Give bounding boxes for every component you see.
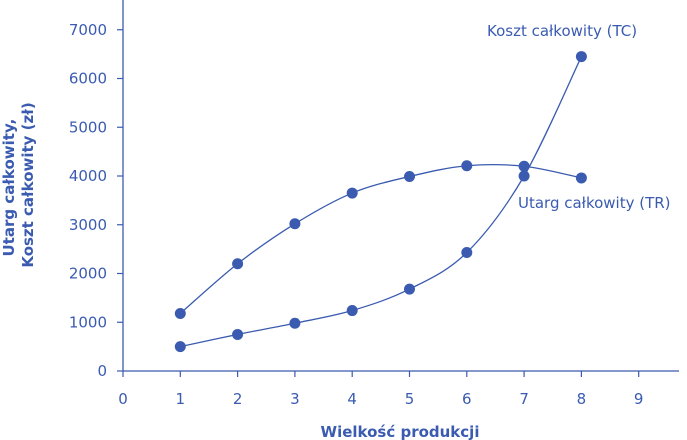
series-layer	[174, 51, 587, 353]
total-cost-point	[461, 247, 473, 259]
y-axis-title: Utarg całkowity, Koszt całkowity (zł)	[0, 102, 37, 267]
x-tick-label: 2	[233, 390, 243, 408]
total-cost-point	[289, 317, 301, 329]
total-revenue-point	[232, 258, 244, 270]
y-axis-title-line-2: Koszt całkowity (zł)	[19, 102, 37, 267]
total-revenue-point	[461, 160, 473, 172]
x-tick-label: 5	[405, 390, 415, 408]
y-tick-label: 7000	[69, 21, 107, 39]
total-revenue-point	[289, 218, 301, 230]
y-tick-label: 1000	[69, 313, 107, 331]
series-label-tc: Koszt całkowity (TC)	[487, 22, 637, 40]
total-cost-point	[232, 328, 244, 340]
x-axis-title: Wielkość produkcji	[321, 423, 480, 440]
total-cost-point	[518, 170, 530, 182]
total-cost-point	[575, 51, 587, 63]
x-tick-label: 3	[290, 390, 300, 408]
x-tick-label: 8	[577, 390, 587, 408]
x-tick-label: 7	[519, 390, 529, 408]
x-tick-label: 6	[462, 390, 472, 408]
total-revenue-line	[179, 163, 582, 314]
total-cost-point	[404, 283, 415, 295]
y-tick-label: 4000	[69, 167, 107, 185]
x-tick-label: 0	[118, 390, 128, 408]
y-ticks: 0 1000 2000 3000 4000 5000 6000 7000	[69, 21, 123, 380]
x-tick-label: 1	[176, 390, 186, 408]
x-tick-label: 9	[634, 390, 644, 408]
series-label-tr: Utarg całkowity (TR)	[518, 194, 671, 212]
total-revenue-point	[346, 187, 358, 199]
total-cost-point	[174, 341, 186, 353]
x-ticks: 0 1 2 3 4 5 6 7 8 9	[118, 371, 643, 408]
y-tick-label: 2000	[69, 265, 107, 283]
total-revenue-point	[575, 172, 587, 184]
y-tick-label: 6000	[69, 70, 107, 88]
y-tick-label: 5000	[69, 118, 107, 136]
y-axis-title-line-1: Utarg całkowity,	[0, 119, 18, 257]
total-revenue-point	[174, 307, 186, 319]
total-revenue-point	[404, 170, 415, 182]
y-tick-label: 3000	[69, 216, 107, 234]
total-cost-point	[346, 305, 358, 317]
x-tick-label: 4	[347, 390, 357, 408]
y-tick-label: 0	[97, 362, 107, 380]
series-total-cost	[174, 51, 587, 353]
series-total-revenue	[174, 160, 587, 319]
axes	[122, 0, 679, 372]
total-revenue-point	[518, 160, 530, 172]
